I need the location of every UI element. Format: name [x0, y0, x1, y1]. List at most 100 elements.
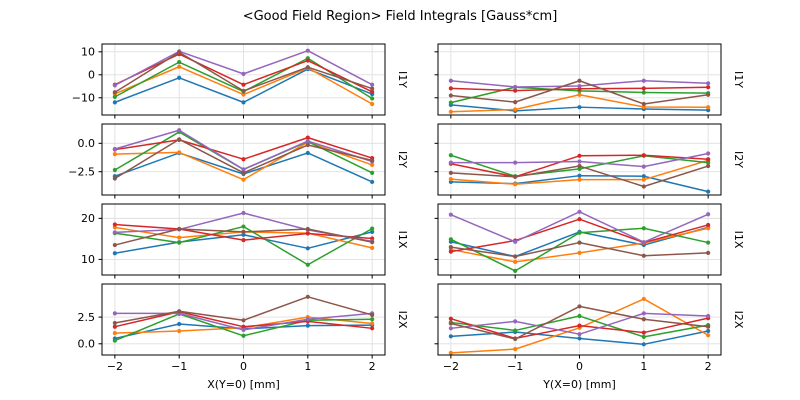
- data-point-green: [370, 317, 375, 322]
- data-point-red: [112, 222, 117, 227]
- data-point-red: [577, 153, 582, 158]
- data-point-red: [241, 82, 246, 87]
- x-tick-label: −2: [443, 360, 459, 373]
- data-point-orange: [177, 235, 182, 240]
- row-label-i1x: I1X: [732, 231, 745, 249]
- data-point-orange: [370, 162, 375, 167]
- data-point-green: [370, 226, 375, 231]
- data-point-purple: [448, 326, 453, 331]
- data-point-purple: [577, 83, 582, 89]
- subplot-i1x-right: I1X: [434, 203, 745, 279]
- data-point-green: [513, 268, 518, 273]
- data-point-brown: [177, 137, 182, 142]
- row-label-i2y: I2Y: [396, 151, 409, 168]
- data-point-blue: [641, 342, 646, 347]
- data-point-brown: [305, 142, 310, 148]
- data-point-green: [706, 240, 711, 245]
- data-point-purple: [513, 319, 518, 324]
- data-point-orange: [177, 328, 182, 334]
- data-point-blue: [577, 336, 582, 341]
- y-tick-label: 20: [81, 212, 95, 225]
- data-point-blue: [370, 229, 375, 235]
- data-point-orange: [241, 177, 246, 182]
- data-point-red: [706, 157, 711, 162]
- data-point-orange: [177, 150, 182, 155]
- data-point-purple: [241, 327, 246, 333]
- subplot-i2x-left: −2 −1 0 1 2 2.5 0.0 I2X X(Y=0) [mm]: [78, 283, 409, 391]
- data-point-red: [241, 238, 246, 243]
- data-point-green: [177, 60, 182, 65]
- data-point-red: [241, 324, 246, 329]
- row-label-i1y: I1Y: [396, 71, 409, 88]
- data-point-red: [305, 58, 310, 63]
- x-tick-label: −1: [507, 360, 523, 373]
- subplot-i2y-right: I2Y: [434, 123, 745, 199]
- x-tick-label: 0: [576, 360, 583, 373]
- data-point-red: [370, 89, 375, 94]
- y-tick-label: 10: [81, 46, 95, 59]
- data-point-brown: [577, 304, 582, 309]
- data-point-green: [112, 94, 117, 99]
- data-point-blue: [305, 246, 310, 251]
- x-tick-label: 0: [240, 360, 247, 373]
- data-point-orange: [577, 177, 582, 182]
- data-point-purple: [241, 167, 246, 172]
- data-point-brown: [241, 170, 246, 175]
- data-point-brown: [706, 324, 711, 329]
- data-point-orange: [641, 177, 646, 182]
- data-point-purple: [577, 159, 582, 164]
- data-point-purple: [112, 83, 117, 88]
- data-point-red: [370, 326, 375, 331]
- data-point-brown: [448, 93, 453, 98]
- data-point-brown: [706, 163, 711, 169]
- figure-title: <Good Field Region> Field Integrals [Gau…: [242, 9, 558, 24]
- subplot-i1y-right: I1Y: [434, 43, 745, 119]
- y-tick-label: 0.0: [78, 338, 96, 351]
- row-label-i2x: I2X: [396, 311, 409, 329]
- data-point-blue: [241, 100, 246, 105]
- data-point-red: [577, 323, 582, 328]
- data-point-purple: [448, 212, 453, 217]
- data-point-brown: [641, 101, 646, 107]
- data-point-orange: [448, 109, 453, 114]
- data-point-green: [448, 237, 453, 242]
- data-point-blue: [370, 179, 375, 185]
- data-point-orange: [177, 64, 182, 69]
- data-point-blue: [448, 334, 453, 339]
- data-point-orange: [370, 245, 375, 251]
- data-point-red: [641, 153, 646, 158]
- subplot-i2x-right: −2 −1 0 1 2 I2X Y(X=0) [mm]: [434, 283, 745, 391]
- data-point-brown: [577, 240, 582, 245]
- data-point-orange: [706, 226, 711, 231]
- data-point-red: [448, 86, 453, 91]
- data-point-purple: [448, 160, 453, 165]
- data-point-orange: [513, 107, 518, 112]
- data-point-green: [706, 160, 711, 165]
- row-label-i1y: I1Y: [732, 71, 745, 88]
- data-point-purple: [241, 210, 246, 216]
- data-point-green: [241, 224, 246, 229]
- data-point-purple: [641, 240, 646, 245]
- data-point-blue: [305, 150, 310, 156]
- data-point-brown: [177, 226, 182, 232]
- data-point-orange: [112, 331, 117, 336]
- data-point-orange: [112, 152, 117, 157]
- data-point-orange: [448, 350, 453, 355]
- data-point-purple: [706, 151, 711, 156]
- data-point-green: [305, 262, 310, 267]
- data-point-red: [641, 86, 646, 91]
- data-point-red: [706, 85, 711, 90]
- data-point-green: [112, 338, 117, 343]
- data-point-purple: [305, 138, 310, 144]
- data-point-green: [577, 313, 582, 319]
- x-tick-label: −2: [107, 360, 123, 373]
- subplot-i1y-left: 10 0 −10 I1Y: [72, 43, 409, 119]
- data-point-brown: [112, 242, 117, 248]
- data-point-orange: [513, 182, 518, 187]
- x-tick-label: 2: [705, 360, 712, 373]
- data-point-green: [370, 96, 375, 101]
- data-point-green: [370, 170, 375, 175]
- data-point-purple: [370, 82, 375, 87]
- subplot-i1x-left: 20 10 I1X: [81, 203, 409, 279]
